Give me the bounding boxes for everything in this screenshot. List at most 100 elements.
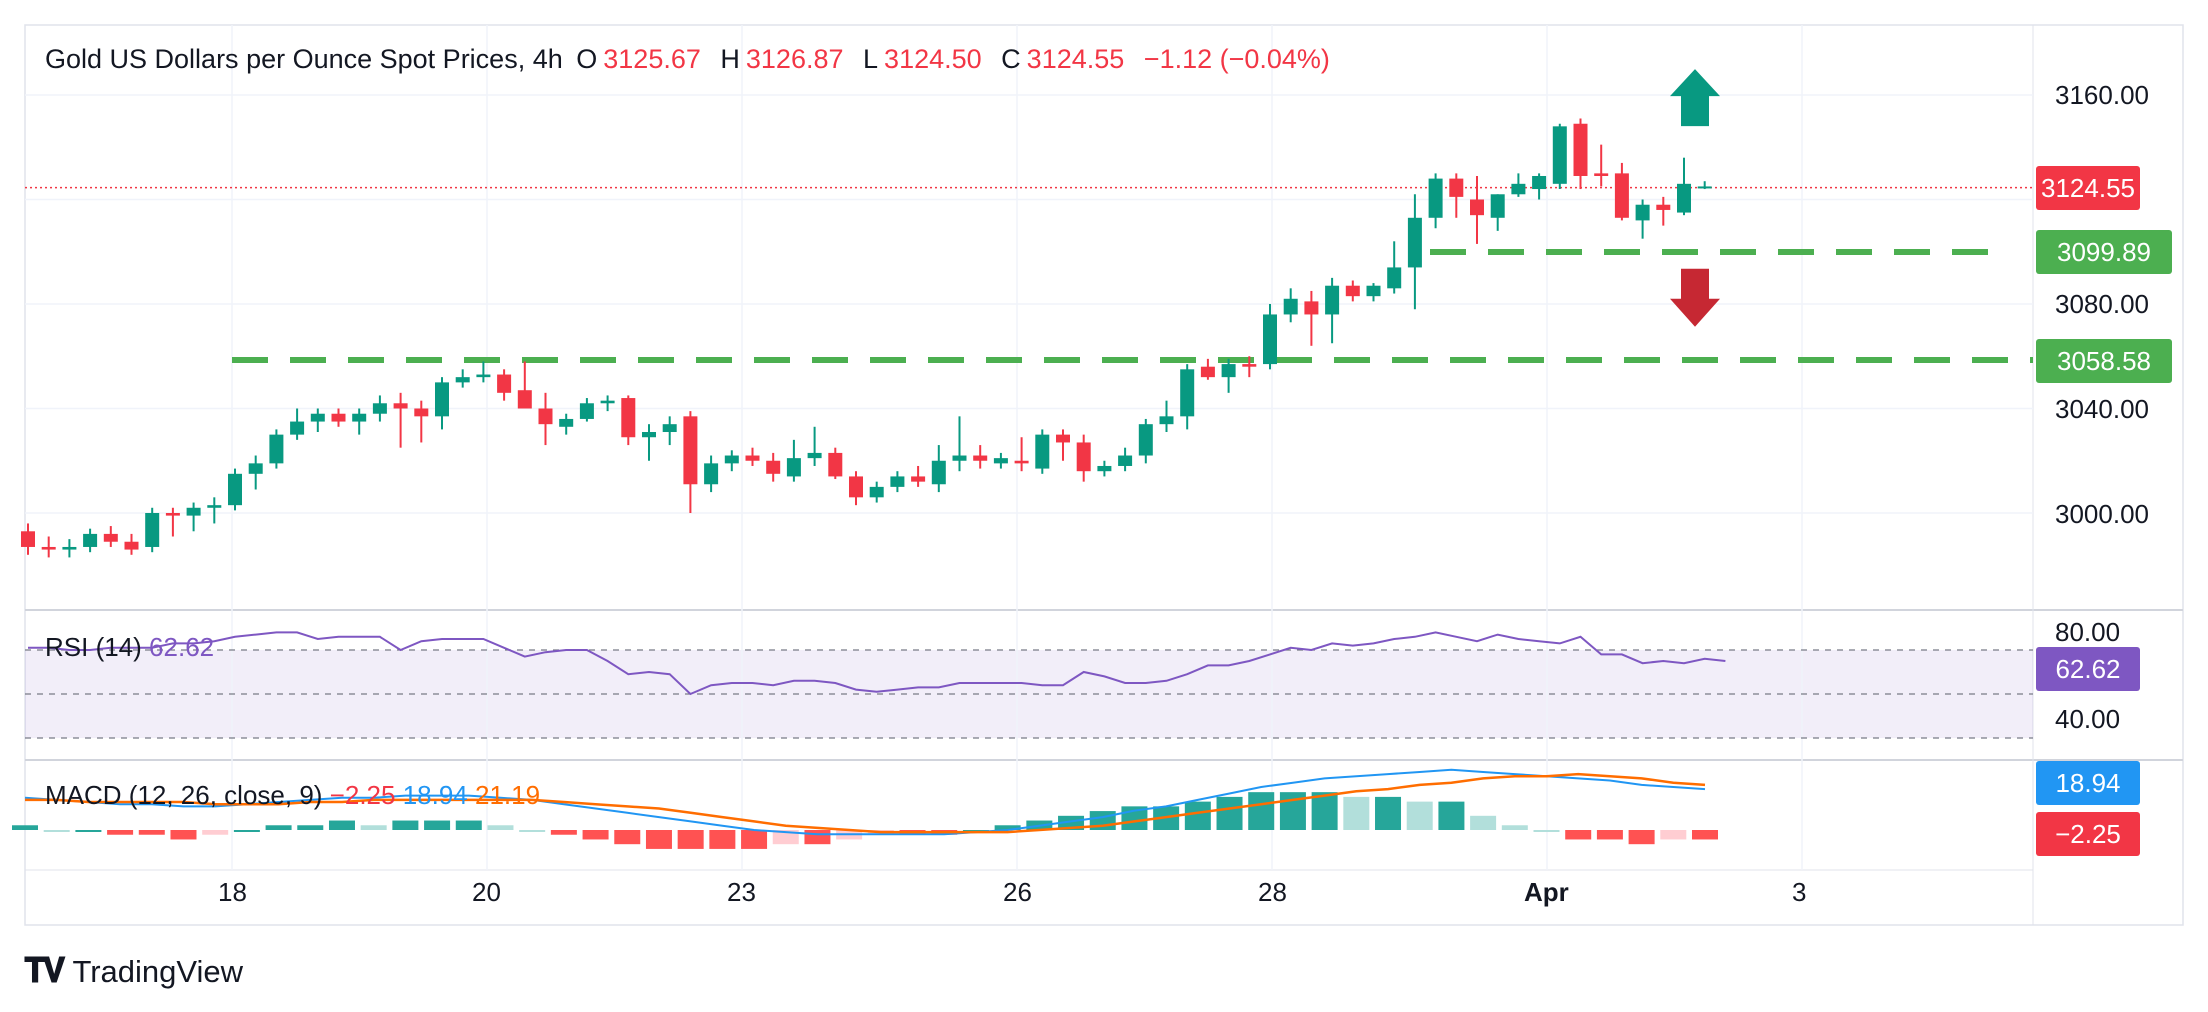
candle-body <box>993 458 1008 464</box>
candle-body <box>517 390 532 409</box>
macd-histogram-bar <box>1501 825 1528 830</box>
candle-body <box>352 413 367 422</box>
candle-body <box>1635 204 1650 221</box>
candle-body <box>1428 178 1443 218</box>
candle-body <box>1263 314 1277 365</box>
candle-body <box>1366 285 1381 297</box>
macd-histogram-bar <box>1248 792 1275 830</box>
macd-histogram-bar <box>202 830 229 835</box>
tradingview-logo[interactable]: 𝐓𝐕 TradingView <box>24 952 243 991</box>
rsi-tick: 40.00 <box>2055 704 2121 734</box>
macd-histogram-bar <box>1533 830 1560 832</box>
candle-body <box>290 421 305 435</box>
time-tick: Apr <box>1524 877 1569 907</box>
level-tag-lower: 3058.58 <box>2036 339 2172 383</box>
macd-histogram-bar <box>1343 796 1370 830</box>
macd-histogram-bar <box>1311 792 1338 830</box>
macd-signal-value: 21.19 <box>475 780 541 810</box>
candle-body <box>455 377 470 383</box>
macd-histogram-bar <box>75 830 102 832</box>
candle-body <box>1097 465 1112 472</box>
time-tick: 23 <box>727 877 756 907</box>
candle-body <box>1697 186 1712 189</box>
candle-body <box>1594 173 1609 176</box>
rsi-legend-value: 62.62 <box>149 632 215 662</box>
candle-body <box>849 476 863 498</box>
low-value: L 3124.50 <box>863 44 982 74</box>
macd-histogram-bar <box>455 820 482 830</box>
macd-histogram-bar <box>1470 815 1497 830</box>
candle-body <box>248 463 263 474</box>
macd-histogram-bar <box>1565 830 1592 840</box>
candle-body <box>1180 369 1195 417</box>
candle-body <box>1221 364 1236 378</box>
instrument-title: Gold US Dollars per Ounce Spot Prices, 4… <box>45 44 563 74</box>
macd-histogram-bar <box>614 830 641 845</box>
candle-body <box>1470 199 1484 216</box>
rsi-tag: 62.62 <box>2036 647 2140 691</box>
macd-histogram-bar <box>645 830 672 849</box>
macd-histogram-bar <box>519 830 546 832</box>
candle-body <box>973 455 988 461</box>
candle-body <box>579 403 594 419</box>
candle-body <box>683 416 698 485</box>
direction-arrows <box>1670 69 1720 327</box>
macd-histogram-bar <box>582 830 609 840</box>
price-tick: 3080.00 <box>2055 289 2149 319</box>
candle-body <box>1407 217 1422 268</box>
macd-histogram-bar <box>1184 801 1211 830</box>
candle-body <box>62 546 77 550</box>
rsi-legend: RSI (14) 62.62 <box>45 632 214 663</box>
candle-body <box>269 434 284 464</box>
macd-value: 18.94 <box>402 780 468 810</box>
candle-body <box>1159 416 1174 425</box>
open-value: O 3125.67 <box>576 44 701 74</box>
close-value: C 3124.55 <box>1001 44 1125 74</box>
high-value: H 3126.87 <box>720 44 844 74</box>
candle-body <box>497 374 512 393</box>
macd-legend: MACD (12, 26, close, 9) −2.25 18.94 21.1… <box>45 780 540 811</box>
macd-histogram-bar <box>392 820 419 830</box>
candle-body <box>931 460 946 485</box>
change-value: −1.12 (−0.04%) <box>1143 44 1330 74</box>
macd-histogram-bar <box>804 830 831 845</box>
macd-histogram-bar <box>487 825 514 830</box>
macd-hist-value: −2.25 <box>329 780 396 810</box>
macd-histogram-bar <box>709 830 736 849</box>
macd-histogram-bar <box>741 830 768 849</box>
candle-body <box>1035 434 1050 469</box>
candle-body <box>1242 364 1257 367</box>
candle-body <box>165 513 180 516</box>
candle-body <box>1677 183 1691 213</box>
candle-body <box>1449 178 1464 197</box>
macd-line <box>24 768 1706 836</box>
level-tag-upper: 3099.89 <box>2036 230 2172 274</box>
macd-histogram-bar <box>1216 796 1243 830</box>
candle-body <box>186 507 201 516</box>
macd-histogram-bar <box>233 830 260 832</box>
candle-body <box>1325 285 1340 315</box>
candle-body <box>807 452 822 459</box>
time-tick: 3 <box>1792 877 1807 907</box>
candle-body <box>1490 194 1505 218</box>
candle-body <box>207 505 222 508</box>
price-tick: 3160.00 <box>2055 80 2149 110</box>
candle-body <box>662 424 677 433</box>
candle-body <box>869 486 884 498</box>
time-tick: 20 <box>472 877 501 907</box>
macd-histogram-bar <box>994 825 1021 830</box>
candle-body <box>124 541 139 550</box>
candle-body <box>1656 204 1671 210</box>
macd-histogram-bar <box>1692 830 1718 840</box>
macd-histogram-bar <box>12 825 38 830</box>
candle-body <box>1138 424 1153 456</box>
macd-histogram-bar <box>170 830 197 840</box>
candle-body <box>724 455 739 464</box>
candle-body <box>393 403 408 409</box>
candle-body <box>1014 460 1029 464</box>
candle-body <box>828 452 843 477</box>
candle-body <box>83 533 98 547</box>
arrow-up-icon <box>1670 69 1720 127</box>
candle-body <box>331 413 346 422</box>
